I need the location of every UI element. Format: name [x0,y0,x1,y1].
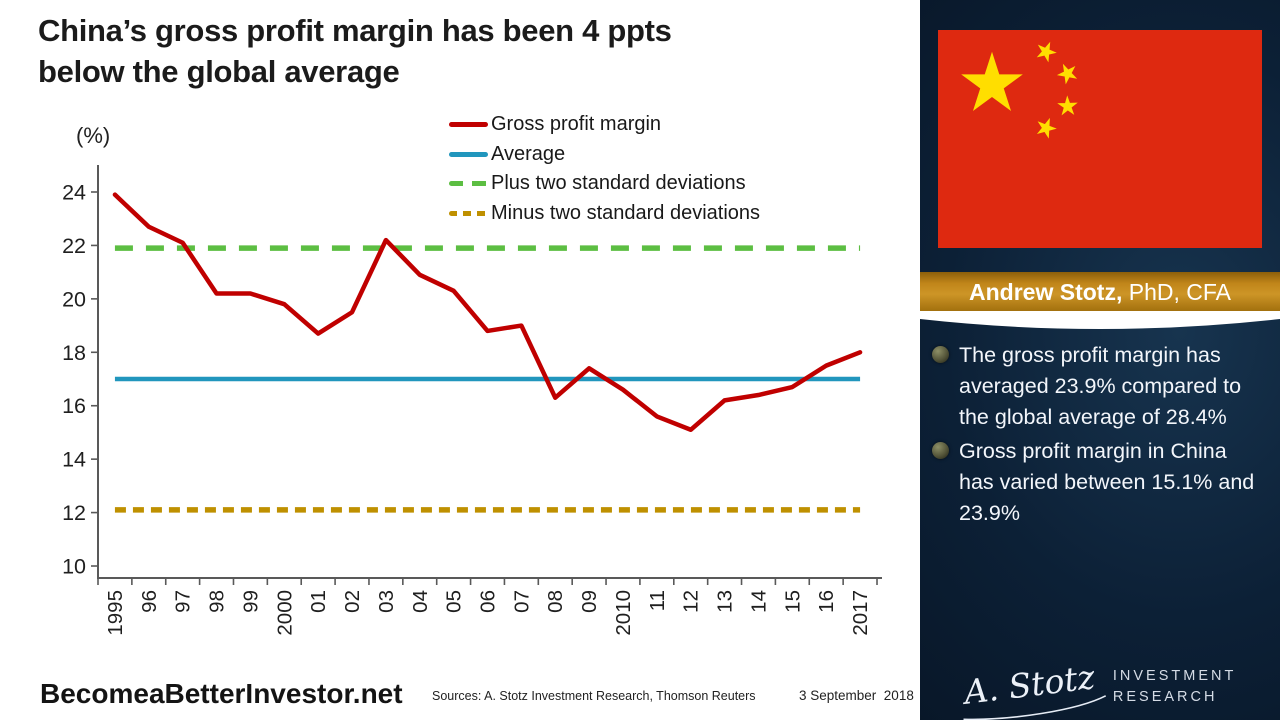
banner-swoosh-divider [920,311,1280,329]
author-banner: Andrew Stotz, PhD, CFA [920,272,1280,312]
svg-text:15: 15 [781,590,804,613]
legend-item-plus-two-sd: Plus two standard deviations [449,169,760,199]
legend-label: Minus two standard deviations [491,201,761,224]
legend-label: Plus two standard deviations [491,172,746,195]
svg-text:97: 97 [172,590,195,613]
legend-item-minus-two-sd: Minus two standard deviations [449,199,760,229]
svg-text:98: 98 [206,590,229,613]
astotz-signature: A. Stotz [962,657,1106,720]
legend-item-average: Average [449,140,760,170]
legend-line-swatch [449,181,488,187]
axes [97,165,882,579]
astotz-logo: A. Stotz INVESTMENT RESEARCH [920,653,1280,720]
bullet-text: Gross profit margin in China has varied … [959,439,1255,525]
series-line [112,192,863,433]
website-text: BecomeaBetterInvestor.net [40,678,403,709]
page-title-line2: below the global average [38,54,400,89]
svg-text:1995: 1995 [104,590,127,636]
svg-text:06: 06 [477,590,500,613]
list-item: Gross profit margin in China has varied … [932,436,1276,529]
chart-legend: Gross profit margin Average Plus two sta… [449,110,760,228]
svg-text:14: 14 [62,448,86,472]
astotz-logo-words: INVESTMENT RESEARCH [1113,666,1236,708]
svg-text:96: 96 [138,590,161,613]
svg-text:02: 02 [341,590,364,613]
svg-text:2000: 2000 [273,590,296,636]
svg-text:08: 08 [544,590,567,613]
list-item: The gross profit margin has averaged 23.… [932,340,1276,433]
author-credentials: PhD, CFA [1122,278,1231,305]
svg-text:11: 11 [646,590,669,611]
svg-text:03: 03 [375,590,398,613]
svg-text:12: 12 [680,590,703,613]
svg-text:09: 09 [578,590,601,613]
author-name: Andrew Stotz, [969,278,1123,305]
svg-text:04: 04 [409,590,432,613]
svg-text:16: 16 [815,590,838,613]
logo-word-research: RESEARCH [1112,688,1218,705]
legend-item-gross-profit-margin: Gross profit margin [449,110,760,140]
logo-flourish [963,695,1106,720]
key-points-list: The gross profit margin has averaged 23.… [932,340,1276,532]
legend-label: Gross profit margin [491,113,662,136]
svg-text:07: 07 [510,590,533,613]
svg-text:18: 18 [62,341,86,365]
legend-line-swatch [449,122,488,128]
date-text: 3 September 2018 [799,688,914,703]
svg-text:22: 22 [62,234,86,258]
svg-text:14: 14 [747,590,770,613]
page-title-line1: China’s gross profit margin has been 4 p… [38,13,672,48]
legend-line-swatch [449,151,488,157]
svg-text:20: 20 [62,287,86,311]
svg-text:01: 01 [307,590,330,613]
svg-text:2017: 2017 [849,590,872,636]
bullet-sphere-icon [932,442,949,459]
profit-margin-line-chart: 10 12 14 16 18 20 22 24 1995 96 97 98 99 2000 01 02 03 04… [62,165,882,636]
page-title: China’s gross profit margin has been 4 p… [38,10,898,92]
svg-text:16: 16 [62,394,86,418]
svg-text:10: 10 [62,555,86,579]
bullet-text: The gross profit margin has averaged 23.… [959,343,1242,429]
legend-line-swatch [449,210,488,216]
logo-word-investment: INVESTMENT [1112,667,1237,684]
svg-text:05: 05 [443,590,466,613]
svg-text:24: 24 [62,181,86,205]
sidebar-panel: Andrew Stotz, PhD, CFA The gross profit … [920,0,1280,720]
svg-text:13: 13 [714,590,737,613]
flag-stars [961,41,1078,139]
china-flag-image [938,30,1262,248]
svg-text:2010: 2010 [612,590,635,636]
sources-text: Sources: A. Stotz Investment Research, T… [432,689,756,703]
svg-text:12: 12 [62,501,86,525]
bullet-sphere-icon [932,346,949,363]
y-axis-unit-label: (%) [76,123,111,148]
legend-label: Average [491,142,566,165]
svg-text:99: 99 [239,590,262,613]
